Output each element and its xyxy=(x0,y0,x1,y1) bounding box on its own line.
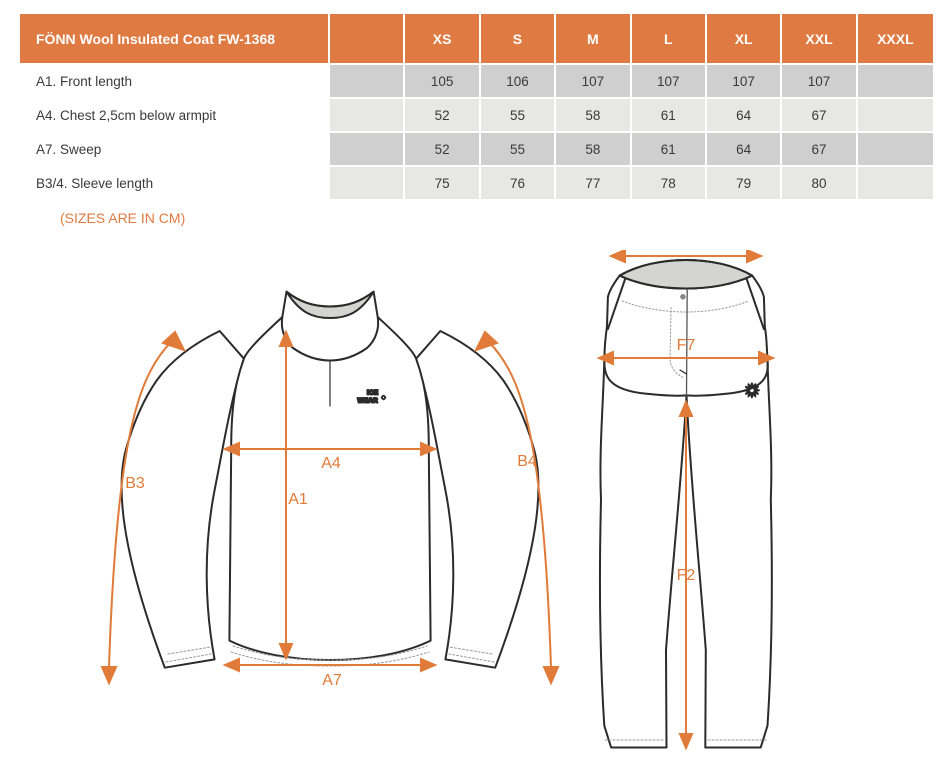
svg-text:A7: A7 xyxy=(322,672,342,689)
svg-text:F7: F7 xyxy=(677,337,696,354)
svg-text:WEAR: WEAR xyxy=(358,398,379,405)
svg-text:F6: F6 xyxy=(677,250,696,252)
svg-text:A4: A4 xyxy=(321,455,341,472)
svg-text:B3: B3 xyxy=(125,475,145,492)
svg-text:F2: F2 xyxy=(677,567,696,584)
svg-text:B4: B4 xyxy=(517,453,537,470)
svg-text:A1: A1 xyxy=(288,491,308,508)
svg-text:ICE: ICE xyxy=(367,389,378,396)
